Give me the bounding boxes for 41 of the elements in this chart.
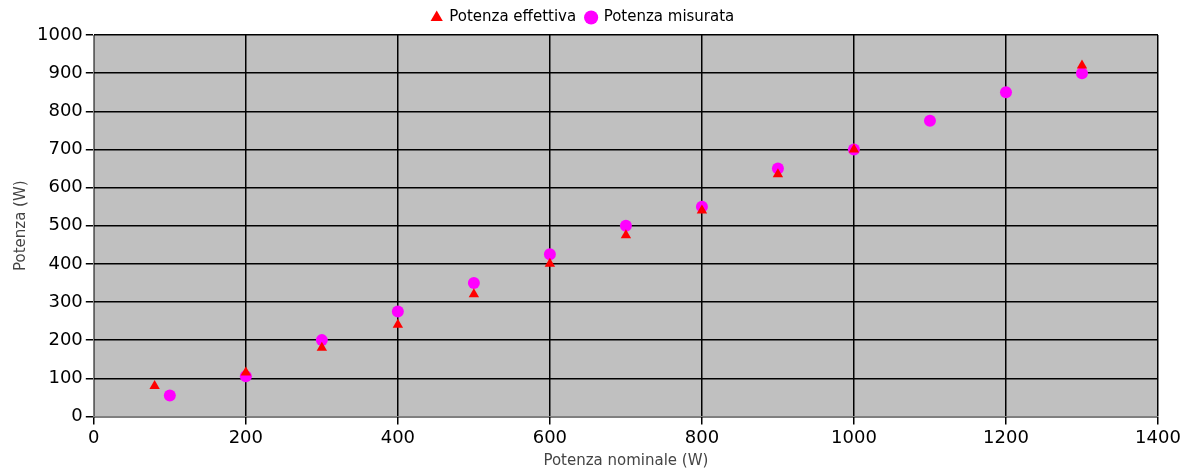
legend-label: Potenza misurata bbox=[603, 7, 735, 26]
y-tick-label: 1000 bbox=[37, 22, 83, 44]
x-tick-label: 200 bbox=[228, 425, 264, 447]
point bbox=[696, 204, 708, 214]
point bbox=[467, 276, 480, 289]
x-tick-label: 600 bbox=[532, 425, 568, 447]
y-tick-label: 0 bbox=[71, 404, 83, 426]
point bbox=[544, 257, 556, 267]
y-tick-label: 100 bbox=[48, 365, 83, 387]
point bbox=[620, 229, 632, 239]
x-tick-label: 0 bbox=[88, 425, 100, 447]
point bbox=[619, 219, 632, 232]
point bbox=[163, 389, 176, 402]
x-axis-title: Potenza nominale (W) bbox=[543, 450, 709, 469]
point bbox=[999, 86, 1012, 99]
y-tick-label: 500 bbox=[48, 213, 83, 235]
x-tick-label: 800 bbox=[684, 425, 720, 447]
y-tick-label: 200 bbox=[48, 327, 83, 349]
point bbox=[391, 305, 404, 318]
point bbox=[1076, 59, 1088, 69]
point bbox=[923, 114, 936, 127]
x-tick-label: 400 bbox=[380, 425, 416, 447]
y-tick-label: 900 bbox=[48, 60, 83, 82]
y-axis-title: Potenza (W) bbox=[10, 180, 29, 272]
y-tick-label: 400 bbox=[48, 251, 83, 273]
y-tick-label: 800 bbox=[48, 98, 83, 120]
y-tick-label: 300 bbox=[48, 289, 83, 311]
y-tick-label: 700 bbox=[48, 137, 83, 159]
point bbox=[149, 379, 160, 389]
point bbox=[315, 334, 328, 347]
point bbox=[392, 318, 404, 328]
x-tick-label: 1200 bbox=[983, 425, 1029, 447]
point bbox=[468, 288, 480, 298]
point bbox=[543, 248, 556, 261]
legend-label: Potenza effettiva bbox=[449, 7, 577, 26]
x-tick-label: 1400 bbox=[1135, 425, 1181, 447]
point bbox=[772, 168, 784, 178]
y-tick-label: 600 bbox=[48, 175, 83, 197]
point bbox=[316, 341, 328, 351]
point bbox=[240, 366, 252, 376]
x-tick-label: 1000 bbox=[831, 425, 877, 447]
